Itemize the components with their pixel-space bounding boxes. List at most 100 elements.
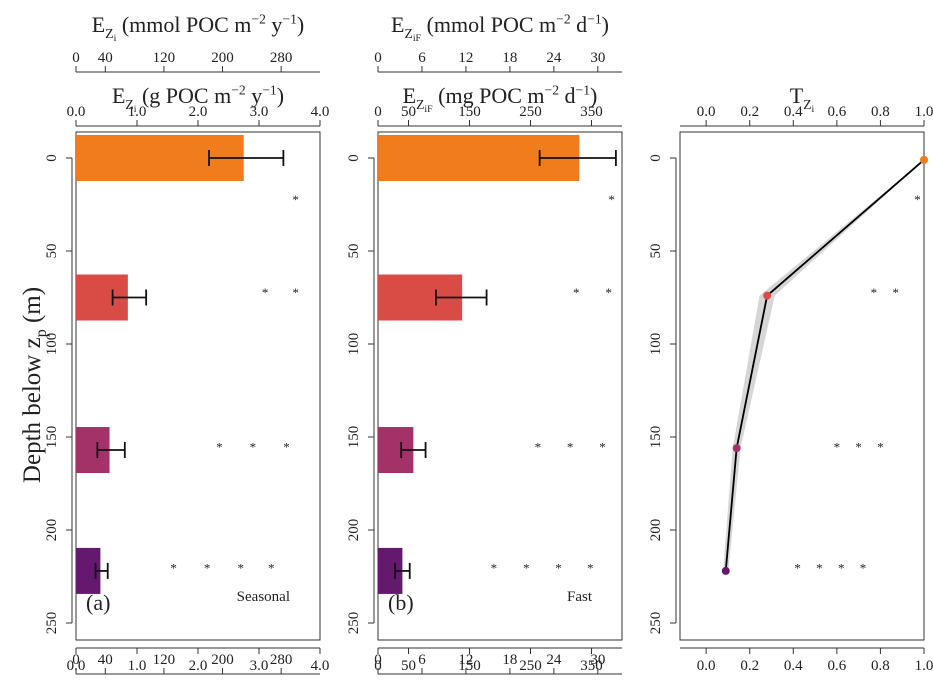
top-secondary-x-tick-label: 280 — [270, 50, 293, 66]
significance-mark: * — [860, 560, 867, 575]
significance-mark: * — [599, 440, 606, 455]
y-tick-label: 0 — [648, 154, 664, 162]
y-tick-label: 50 — [44, 244, 60, 259]
y-tick-label: 200 — [44, 519, 60, 542]
significance-mark: * — [216, 440, 223, 455]
bottom-secondary-x-tick-label: 18 — [502, 652, 517, 668]
secondary-x-axis-title-0: EZi (mmol POC m−2 y−1) — [92, 12, 304, 45]
bottom-secondary-x-tick-label: 40 — [98, 652, 113, 668]
bottom-secondary-x-tick-label: 0 — [374, 652, 382, 668]
top-x-tick-label: 0.4 — [784, 104, 803, 120]
top-secondary-x-tick-label: 12 — [458, 50, 473, 66]
top-secondary-x-tick-label: 200 — [211, 50, 234, 66]
top-secondary-x-tick-label: 40 — [98, 50, 113, 66]
significance-mark: * — [283, 440, 290, 455]
significance-mark: * — [268, 560, 275, 575]
significance-mark: * — [237, 560, 244, 575]
top-secondary-x-tick-label: 24 — [546, 50, 562, 66]
y-tick-label-group: 50 — [44, 244, 60, 259]
bottom-x-tick-label: 350 — [580, 658, 603, 674]
significance-mark: * — [855, 440, 862, 455]
top-x-tick-label: 0.0 — [67, 104, 86, 120]
top-secondary-x-tick-label: 120 — [153, 50, 176, 66]
y-tick-label: 100 — [44, 333, 60, 356]
y-tick-label: 200 — [346, 519, 362, 542]
top-x-tick-label: 0.2 — [740, 104, 759, 120]
data-point — [763, 291, 772, 300]
y-tick-label: 100 — [648, 333, 664, 356]
top-x-tick-label: 0.8 — [871, 104, 890, 120]
significance-mark: * — [170, 560, 177, 575]
significance-mark: * — [250, 440, 257, 455]
y-tick-label-group: 100 — [346, 333, 362, 356]
secondary-x-axis-title-1: EZiF (mmol POC m−2 d−1) — [391, 12, 609, 45]
bottom-x-tick-label: 1.0 — [128, 658, 147, 674]
y-tick-label: 0 — [44, 154, 60, 162]
y-tick-label: 200 — [648, 519, 664, 542]
bottom-x-tick-label: 0.8 — [871, 658, 890, 674]
y-tick-label: 100 — [346, 333, 362, 356]
y-tick-label-group: 50 — [648, 244, 664, 259]
top-secondary-x-tick-label: 0 — [72, 50, 80, 66]
y-tick-label: 50 — [346, 244, 362, 259]
plot-frame-0 — [75, 131, 321, 641]
significance-mark: * — [567, 440, 574, 455]
bottom-x-tick-label: 1.0 — [915, 658, 933, 674]
significance-mark: * — [573, 285, 580, 300]
significance-mark: * — [523, 560, 530, 575]
bottom-secondary-x-tick-label: 30 — [590, 652, 605, 668]
significance-mark: * — [292, 285, 299, 300]
significance-mark: * — [535, 440, 542, 455]
top-x-tick-label: 1.0 — [128, 104, 147, 120]
corner-label-0: Seasonal — [237, 589, 290, 605]
bottom-x-tick-label: 0.4 — [784, 658, 803, 674]
y-tick-label: 150 — [44, 426, 60, 449]
significance-mark: * — [608, 192, 615, 207]
y-tick-label-group: 150 — [44, 426, 60, 449]
bottom-x-tick-label: 0 — [374, 658, 382, 674]
top-secondary-x-tick-label: 6 — [418, 50, 426, 66]
significance-mark: * — [555, 560, 562, 575]
data-point — [920, 155, 928, 164]
panel-label-0: (a) — [86, 590, 110, 615]
bottom-x-tick-label: 0.0 — [67, 658, 86, 674]
y-tick-label: 250 — [346, 612, 362, 635]
significance-mark: * — [292, 192, 299, 207]
plot-frame-1 — [377, 131, 623, 641]
bottom-secondary-x-tick-label: 6 — [418, 652, 426, 668]
y-tick-label: 250 — [44, 612, 60, 635]
bottom-secondary-x-tick-label: 120 — [153, 652, 176, 668]
y-tick-label-group: 250 — [44, 612, 60, 635]
bottom-x-tick-label: 250 — [519, 658, 542, 674]
bottom-x-tick-label: 0.6 — [827, 658, 846, 674]
significance-mark: * — [816, 560, 823, 575]
y-tick-label-group: 200 — [648, 519, 664, 542]
y-tick-label: 50 — [648, 244, 664, 259]
y-tick-label-group: 150 — [648, 426, 664, 449]
y-tick-label-group: 0 — [648, 154, 664, 162]
significance-mark: * — [892, 285, 899, 300]
bottom-secondary-x-tick-label: 24 — [546, 652, 562, 668]
top-x-tick-label: 0.0 — [697, 104, 716, 120]
top-x-tick-label: 50 — [401, 104, 416, 120]
y-axis-title: Depth below zp (m) — [19, 287, 50, 483]
bottom-x-tick-label: 2.0 — [189, 658, 208, 674]
transfer-line — [724, 159, 925, 571]
bottom-secondary-x-tick-label: 200 — [211, 652, 234, 668]
top-x-tick-label: 0 — [374, 104, 382, 120]
bottom-x-tick-label: 3.0 — [250, 658, 269, 674]
y-tick-label-group: 250 — [346, 612, 362, 635]
significance-mark: * — [605, 285, 612, 300]
y-tick-label-group: 100 — [44, 333, 60, 356]
significance-mark: * — [914, 192, 921, 207]
significance-mark: * — [587, 560, 594, 575]
top-x-tick-label: 250 — [519, 104, 542, 120]
significance-mark: * — [871, 285, 878, 300]
y-tick-label: 0 — [346, 154, 362, 162]
bottom-secondary-x-tick-label: 12 — [458, 652, 473, 668]
corner-label-1: Fast — [567, 589, 593, 605]
top-x-tick-label: 150 — [458, 104, 481, 120]
y-tick-label-group: 0 — [44, 154, 60, 162]
data-point — [721, 566, 730, 575]
